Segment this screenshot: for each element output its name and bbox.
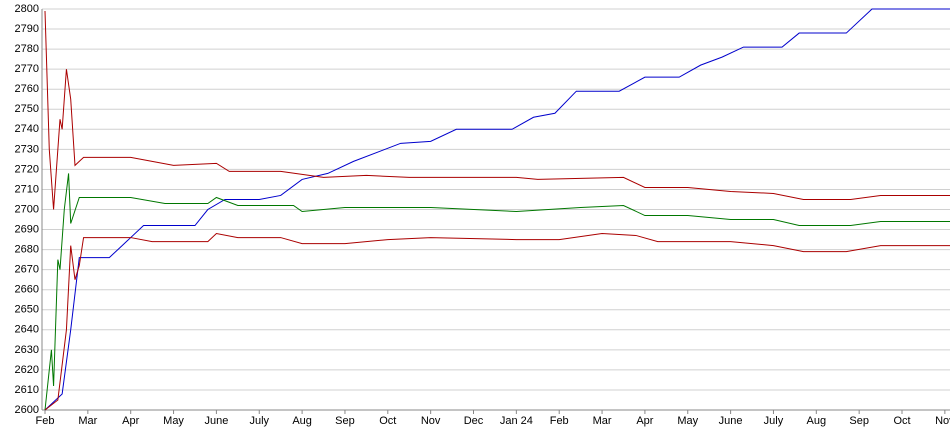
- y-tick-label: 2750: [15, 103, 39, 115]
- x-tick-label: July: [249, 415, 269, 427]
- x-tick-label: Oct: [893, 415, 910, 427]
- x-tick-label: Dec: [464, 415, 484, 427]
- y-tick-label: 2780: [15, 43, 39, 55]
- series-line: [44, 173, 950, 411]
- x-tick-label: Nov: [421, 415, 441, 427]
- x-tick-label: Mar: [78, 415, 97, 427]
- y-tick-label: 2600: [15, 404, 39, 416]
- x-tick-label: Jan 24: [500, 415, 533, 427]
- x-tick-label: Feb: [550, 415, 569, 427]
- y-tick-label: 2730: [15, 143, 39, 155]
- x-tick-label: Sep: [849, 415, 869, 427]
- x-tick-label: June: [204, 415, 228, 427]
- y-tick-label: 2630: [15, 344, 39, 356]
- x-tick-label: Apr: [636, 415, 653, 427]
- x-tick-label: Aug: [292, 415, 312, 427]
- y-tick-label: 2740: [15, 123, 39, 135]
- y-tick-label: 2710: [15, 183, 39, 195]
- y-tick-label: 2720: [15, 163, 39, 175]
- y-tick-label: 2650: [15, 304, 39, 316]
- x-tick-label: Oct: [379, 415, 396, 427]
- y-tick-label: 2660: [15, 284, 39, 296]
- y-tick-label: 2800: [15, 3, 39, 15]
- series-line: [44, 8, 950, 411]
- series-line: [44, 10, 950, 210]
- y-tick-label: 2670: [15, 264, 39, 276]
- x-tick-label: June: [719, 415, 743, 427]
- y-tick-label: 2760: [15, 83, 39, 95]
- y-tick-label: 2610: [15, 384, 39, 396]
- y-tick-label: 2700: [15, 203, 39, 215]
- x-tick-label: Aug: [807, 415, 827, 427]
- y-tick-label: 2640: [15, 324, 39, 336]
- x-tick-label: July: [764, 415, 784, 427]
- x-tick-label: Mar: [593, 415, 612, 427]
- x-tick-label: Sep: [335, 415, 355, 427]
- x-tick-label: May: [163, 415, 184, 427]
- x-tick-label: Apr: [122, 415, 139, 427]
- x-tick-label: Feb: [36, 415, 55, 427]
- x-tick-label: Nov: [935, 415, 950, 427]
- y-tick-label: 2790: [15, 23, 39, 35]
- x-tick-label: May: [677, 415, 698, 427]
- y-tick-label: 2770: [15, 63, 39, 75]
- y-tick-label: 2620: [15, 364, 39, 376]
- y-tick-label: 2690: [15, 223, 39, 235]
- y-tick-label: 2680: [15, 244, 39, 256]
- series-line: [44, 233, 950, 411]
